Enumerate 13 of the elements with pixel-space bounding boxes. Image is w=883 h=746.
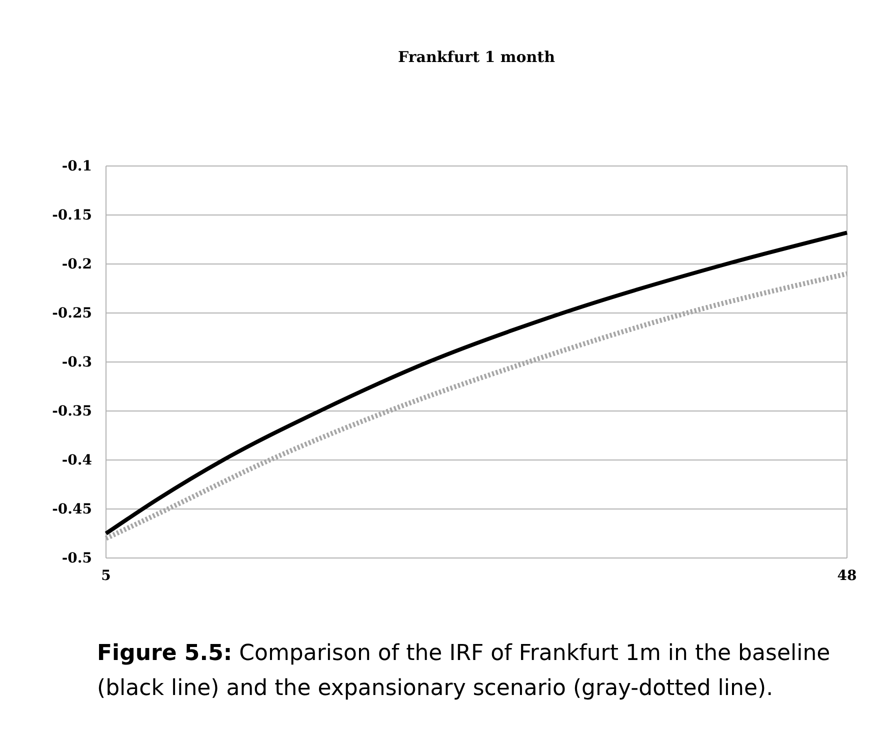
y-tick-label: -0.15 <box>52 207 92 224</box>
x-tick-label: 48 <box>837 568 857 584</box>
y-tick-label: -0.2 <box>62 256 92 272</box>
y-tick-label: -0.3 <box>62 354 92 370</box>
y-tick-label: -0.35 <box>52 403 92 420</box>
text: Figure 5.5: Comparison of the IRF of Frankfurt 1m in the baseline (black line) and the expansionary scenario (gray-dotted line). <box>97 641 830 701</box>
y-tick-label: -0.25 <box>52 305 92 322</box>
y-tick-label: -0.5 <box>62 550 92 566</box>
chart-title: Frankfurt 1 month <box>398 48 556 66</box>
x-tick-label: 5 <box>101 568 111 584</box>
y-tick-label: -0.4 <box>62 452 92 468</box>
y-tick-label: -0.45 <box>52 501 92 518</box>
y-tick-label: -0.1 <box>62 158 92 174</box>
